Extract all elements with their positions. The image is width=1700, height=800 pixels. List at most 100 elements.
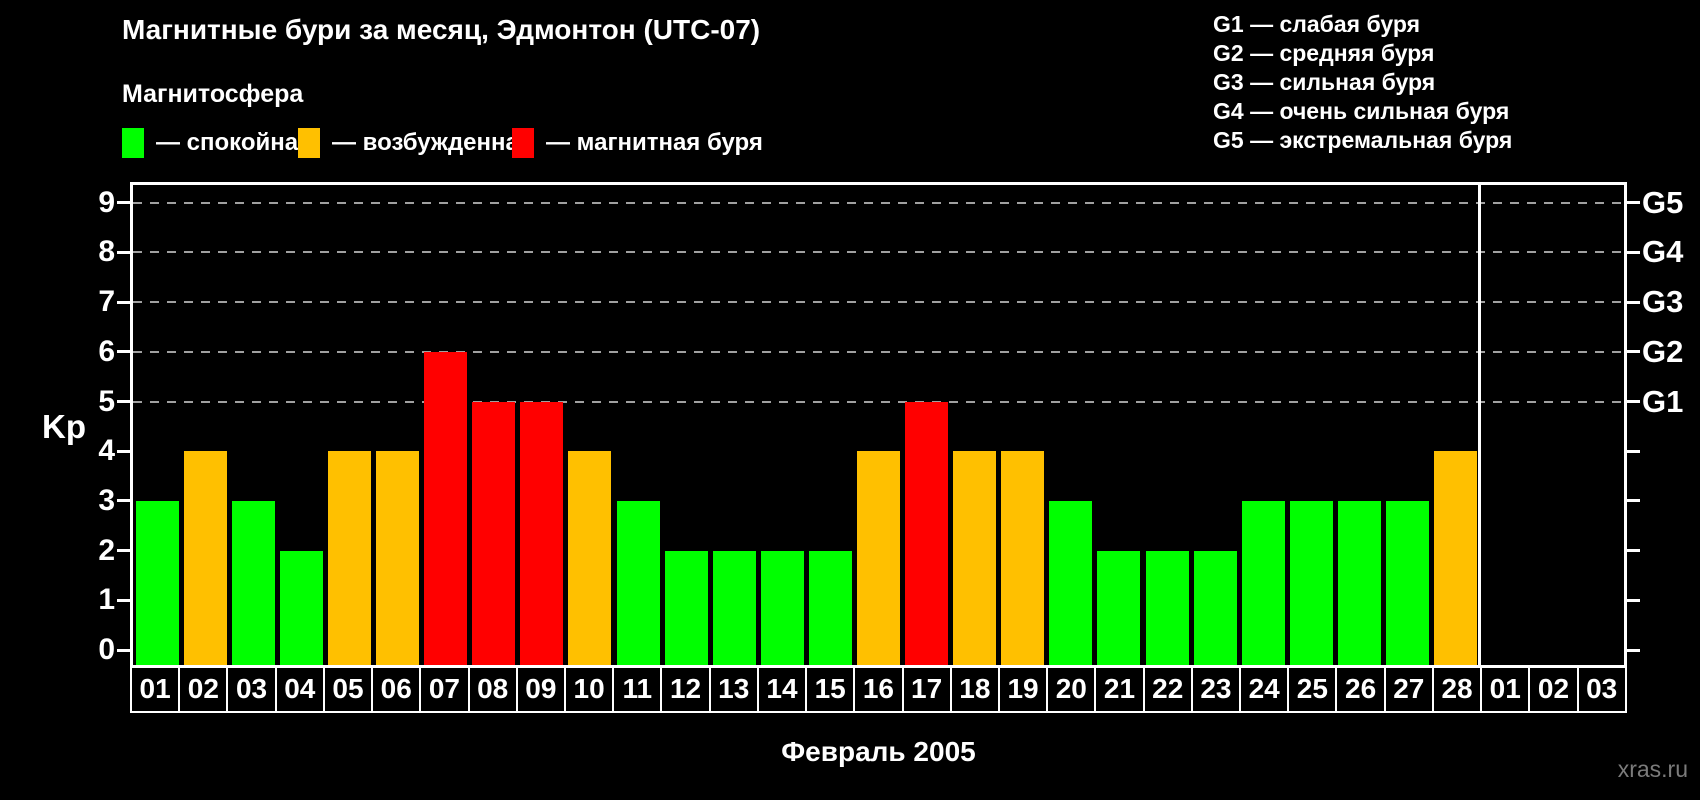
day-label-cell: 09: [515, 665, 566, 713]
g-axis-label-g3: G3: [1642, 284, 1684, 320]
legend-item-label: — спокойная: [156, 129, 313, 156]
y-axis-tick-right: [1627, 449, 1640, 453]
chart-title: Магнитные бури за месяц, Эдмонтон (UTC-0…: [122, 14, 761, 45]
day-label-cell: 21: [1094, 665, 1145, 713]
g-axis-label-g5: G5: [1642, 184, 1684, 220]
y-axis-tick-label: 9: [98, 185, 115, 219]
day-label-cell: 04: [274, 665, 325, 713]
y-axis-tick-label: 4: [98, 434, 115, 468]
y-axis-tick-label: 7: [98, 285, 115, 319]
y-axis-tick-label: 5: [98, 384, 115, 418]
y-axis-tick-label: 0: [98, 633, 115, 666]
day-label-cell: 15: [805, 665, 856, 713]
day-label-cell: 12: [660, 665, 711, 713]
day-label-cell: 01: [1480, 665, 1531, 713]
y-axis-tick-label: 6: [98, 334, 115, 368]
day-label-cell: 20: [1046, 665, 1097, 713]
day-label-cell: 01: [130, 665, 181, 713]
day-label-cell: 27: [1383, 665, 1434, 713]
bar-day-19: [1001, 451, 1045, 665]
day-label-cell: 26: [1335, 665, 1386, 713]
g-legend-line-g2: G2 — средняя буря: [1213, 40, 1435, 66]
g-axis-label-g4: G4: [1642, 234, 1684, 270]
legend-item-label: — магнитная буря: [546, 129, 763, 156]
bar-day-23: [1193, 550, 1237, 665]
g-legend-line-g4: G4 — очень сильная буря: [1213, 98, 1510, 124]
day-label-cell: 25: [1287, 665, 1338, 713]
y-axis-tick-right: [1627, 300, 1640, 304]
legend-title: Магнитосфера: [122, 80, 304, 108]
y-axis-tick-right: [1627, 250, 1640, 254]
day-label-cell: 13: [708, 665, 759, 713]
bar-day-10: [568, 451, 612, 665]
y-axis-tick-left: [117, 499, 130, 503]
day-label-cell: 18: [949, 665, 1000, 713]
gridline-kp6: [133, 350, 1624, 353]
excited-color-swatch: [298, 128, 320, 158]
storm-color-swatch: [512, 128, 534, 158]
bar-day-03: [231, 500, 275, 665]
gridline-kp7: [133, 301, 1624, 304]
day-label-cell: 03: [1576, 665, 1627, 713]
y-axis-tick-right: [1627, 201, 1640, 205]
y-axis-tick-left: [117, 598, 130, 602]
y-axis-tick-right: [1627, 549, 1640, 553]
y-axis-tick-label: 1: [98, 583, 115, 617]
bar-day-16: [857, 451, 900, 665]
bar-day-07: [424, 351, 468, 665]
legend-item-storm: — магнитная буря: [512, 128, 763, 158]
day-label-cell: 03: [226, 665, 277, 713]
bar-day-21: [1097, 550, 1141, 665]
day-label-cell: 08: [467, 665, 518, 713]
day-label-cell: 02: [178, 665, 229, 713]
bar-day-15: [808, 550, 852, 665]
g-axis-label-g2: G2: [1642, 333, 1684, 369]
y-axis-tick-left: [117, 449, 130, 453]
bar-day-17: [905, 401, 949, 665]
day-label-cell: 14: [756, 665, 808, 713]
legend-item-label: — возбужденная: [332, 129, 533, 156]
bar-day-08: [472, 401, 516, 665]
legend-item-excited: — возбужденная: [298, 128, 533, 158]
day-label-cell: 28: [1431, 665, 1483, 713]
y-axis-tick-label: 2: [98, 533, 115, 567]
gridline-kp5: [133, 400, 1624, 403]
y-axis-tick-left: [117, 201, 130, 205]
bar-day-11: [616, 500, 660, 665]
y-axis-tick-right: [1627, 350, 1640, 354]
y-axis-tick-right: [1627, 400, 1640, 403]
day-label-cell: 05: [322, 665, 374, 713]
legend-item-quiet: — спокойная: [122, 128, 312, 158]
gridline-kp9: [133, 201, 1624, 204]
bar-day-24: [1241, 500, 1285, 665]
bar-day-01: [135, 500, 179, 665]
y-axis-title: Kp: [42, 408, 86, 445]
bar-day-05: [327, 451, 371, 665]
day-label-cell: 07: [419, 665, 470, 713]
bar-day-14: [760, 550, 804, 665]
day-label-cell: 17: [901, 665, 952, 713]
day-label-cell: 11: [612, 665, 663, 713]
month-separator-line: [1478, 185, 1482, 665]
bar-day-20: [1049, 500, 1093, 665]
day-label-cell: 16: [853, 665, 904, 713]
x-axis-day-labels: 01 02 03 04 05 06 07 08 09 10 11 12 13 14 15 16 17 18 19 20…: [130, 665, 1627, 713]
bar-day-02: [183, 451, 227, 665]
bar-day-06: [376, 451, 420, 665]
day-label-cell: 10: [563, 665, 615, 713]
gridline-kp8: [133, 251, 1624, 254]
bar-day-28: [1434, 451, 1478, 665]
plot-area: 0 1 2 3 4 5 6 7 8 9 G1 G2 G3 G4 G5: [98, 182, 1683, 668]
quiet-color-swatch: [122, 128, 144, 158]
bar-day-09: [520, 401, 564, 665]
y-axis-tick-right: [1627, 598, 1640, 602]
day-label-cell: 23: [1190, 665, 1242, 713]
y-axis-tick-left: [117, 648, 130, 652]
g-legend-line-g5: G5 — экстремальная буря: [1213, 127, 1513, 153]
day-label-cell: 19: [997, 665, 1049, 713]
bar-day-13: [712, 550, 756, 665]
y-axis-tick-left: [117, 250, 130, 254]
day-label-cell: 22: [1142, 665, 1193, 713]
g-legend-line-g3: G3 — сильная буря: [1213, 69, 1436, 95]
bar-day-25: [1289, 500, 1333, 665]
